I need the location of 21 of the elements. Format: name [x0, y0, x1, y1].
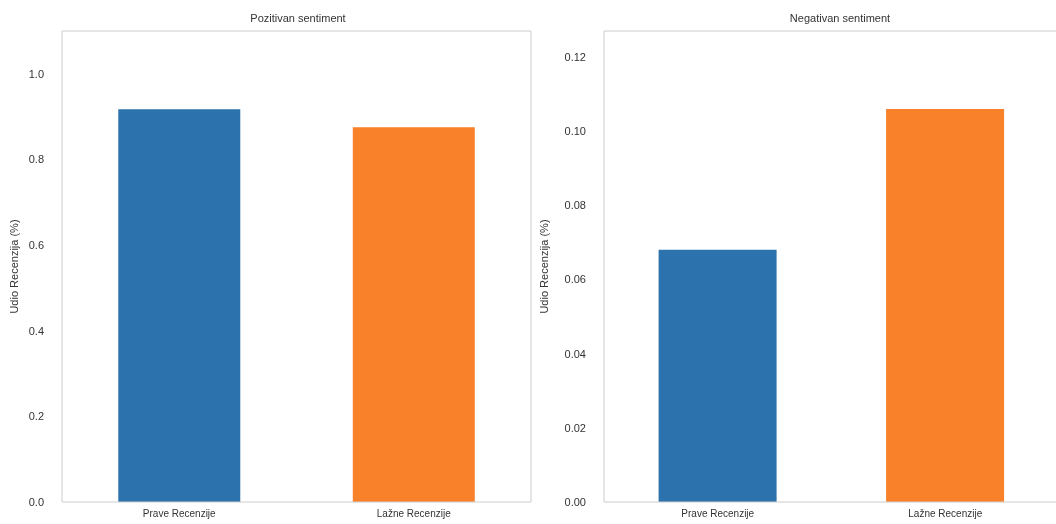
y-tick-label: 0.08: [564, 199, 586, 212]
y-tick-label: 0.0: [28, 495, 44, 508]
y-tick-label: 0.06: [564, 273, 586, 286]
y-axis-title: Udio Recenzija (%): [537, 219, 550, 314]
x-tick-label: Lažne Recenzije: [376, 508, 452, 520]
chart-title: Pozitivan sentiment: [249, 12, 347, 24]
x-tick-label: Prave Recenzije: [681, 508, 755, 520]
y-tick-label: 0.00: [564, 495, 586, 508]
y-tick-label: 1.0: [28, 67, 44, 80]
y-tick-label: 0.6: [28, 239, 44, 251]
x-tick-label: Lažne Recenzije: [908, 508, 983, 520]
chart-title: Negativan sentiment: [788, 12, 892, 24]
y-axis-title: Udio Recenzija (%): [7, 219, 20, 314]
y-tick-label: 0.12: [564, 50, 586, 63]
y-tick-label: 0.04: [564, 347, 586, 360]
y-tick-label: 0.02: [564, 421, 586, 434]
y-tick-label: 0.2: [28, 410, 44, 423]
y-tick-label: 0.4: [28, 324, 44, 337]
y-tick-label: 0.10: [564, 125, 586, 138]
x-tick-label: Prave Recenzije: [142, 508, 217, 520]
y-tick-label: 0.8: [28, 153, 44, 166]
